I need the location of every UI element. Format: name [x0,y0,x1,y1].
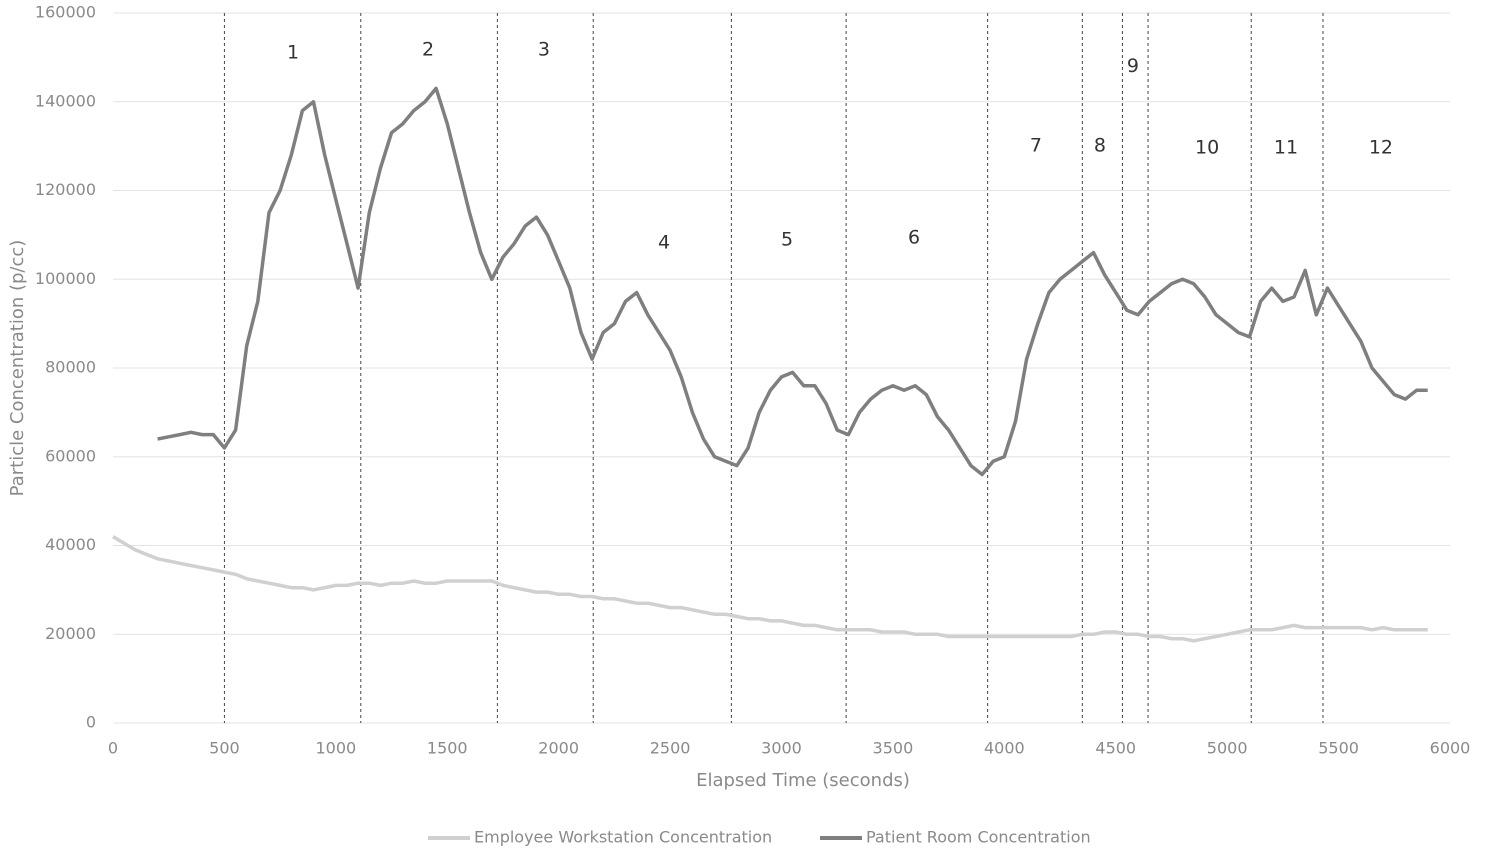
y-tick-label: 140000 [35,91,96,110]
x-tick-label: 500 [209,739,240,758]
x-tick-label: 4000 [984,739,1025,758]
phase-label: 1 [287,41,299,63]
y-tick-label: 80000 [45,358,96,377]
x-tick-label: 4500 [1095,739,1136,758]
x-tick-label: 2000 [538,739,579,758]
phase-label: 5 [781,229,793,251]
phase-label: 10 [1195,136,1219,158]
x-tick-label: 6000 [1430,739,1471,758]
y-tick-label: 120000 [35,180,96,199]
phase-label: 2 [422,38,434,60]
y-tick-label: 60000 [45,446,96,465]
legend-label: Patient Room Concentration [866,828,1091,847]
y-axis-title: Particle Concentration (p/cc) [7,240,28,497]
phase-label: 11 [1274,136,1298,158]
phase-label: 9 [1127,55,1139,77]
x-axis-title: Elapsed Time (seconds) [696,770,910,791]
x-tick-label: 3000 [761,739,802,758]
y-tick-label: 100000 [35,269,96,288]
x-tick-label: 5500 [1318,739,1359,758]
legend-label: Employee Workstation Concentration [474,828,772,847]
x-tick-label: 3500 [873,739,914,758]
x-tick-label: 1000 [315,739,356,758]
phase-label: 8 [1094,135,1106,157]
phase-label: 7 [1030,135,1042,157]
phase-label: 3 [538,38,550,60]
y-tick-label: 160000 [35,3,96,22]
phase-label: 4 [658,231,670,253]
x-tick-label: 0 [108,739,118,758]
x-tick-label: 2500 [650,739,691,758]
x-tick-label: 5000 [1207,739,1248,758]
x-tick-label: 1500 [427,739,468,758]
phase-label: 6 [908,226,920,248]
series-line [112,535,1428,643]
phase-label: 12 [1369,136,1393,158]
series-line [157,86,1428,477]
y-tick-label: 40000 [45,535,96,554]
y-tick-label: 20000 [45,624,96,643]
y-tick-label: 0 [86,713,96,732]
